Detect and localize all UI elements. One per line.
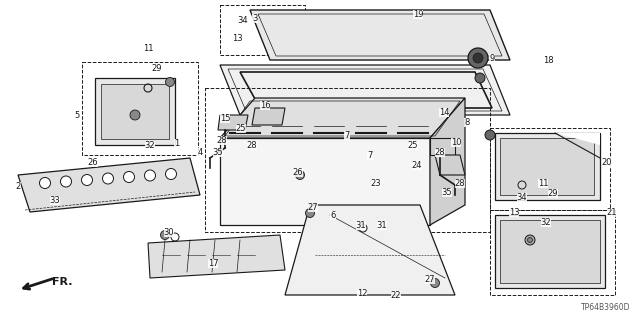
Circle shape [296, 171, 305, 180]
Text: 11: 11 [538, 179, 548, 188]
Polygon shape [220, 138, 430, 225]
Circle shape [468, 48, 488, 68]
Text: 2: 2 [15, 181, 20, 190]
Text: 28: 28 [454, 179, 465, 188]
Text: 17: 17 [208, 259, 218, 268]
Circle shape [61, 176, 72, 187]
Text: 20: 20 [602, 157, 612, 166]
Text: 35: 35 [212, 148, 223, 156]
Text: 18: 18 [543, 55, 554, 65]
Text: TP64B3960D: TP64B3960D [580, 303, 630, 312]
Polygon shape [95, 78, 175, 145]
Polygon shape [495, 133, 600, 200]
Text: 33: 33 [50, 196, 60, 204]
Text: 22: 22 [391, 291, 401, 300]
Text: 34: 34 [516, 193, 527, 202]
Text: 19: 19 [413, 10, 423, 19]
Text: FR.: FR. [52, 277, 72, 287]
Text: 28: 28 [435, 148, 445, 156]
Text: 32: 32 [541, 218, 551, 227]
Text: 30: 30 [164, 228, 174, 236]
Polygon shape [218, 115, 248, 130]
Polygon shape [555, 133, 600, 145]
Polygon shape [148, 235, 285, 278]
Text: 26: 26 [292, 167, 303, 177]
Text: 31: 31 [377, 220, 387, 229]
Circle shape [40, 178, 51, 188]
Text: 10: 10 [451, 138, 461, 147]
Text: 3: 3 [252, 13, 258, 22]
Circle shape [161, 230, 170, 239]
Circle shape [124, 172, 134, 182]
Text: 8: 8 [464, 117, 470, 126]
Text: 28: 28 [246, 140, 257, 149]
Text: 4: 4 [197, 148, 203, 156]
Circle shape [431, 278, 440, 287]
Polygon shape [285, 205, 455, 295]
Circle shape [475, 73, 485, 83]
Polygon shape [220, 5, 305, 55]
Circle shape [102, 173, 113, 184]
Text: 12: 12 [356, 289, 367, 298]
Polygon shape [252, 108, 285, 125]
Text: 5: 5 [74, 110, 79, 119]
Text: 29: 29 [548, 188, 558, 197]
Text: 25: 25 [236, 124, 246, 132]
Polygon shape [500, 138, 594, 195]
Polygon shape [250, 10, 510, 60]
Text: 35: 35 [442, 188, 452, 196]
Circle shape [485, 130, 495, 140]
Text: 1: 1 [174, 139, 180, 148]
Text: 24: 24 [412, 161, 422, 170]
Text: 16: 16 [260, 100, 270, 109]
Text: 9: 9 [490, 53, 495, 62]
Text: 15: 15 [220, 114, 230, 123]
Circle shape [130, 110, 140, 120]
Circle shape [473, 53, 483, 63]
Text: 25: 25 [408, 140, 419, 149]
Polygon shape [435, 155, 465, 175]
Text: 28: 28 [217, 135, 227, 145]
Circle shape [527, 237, 532, 243]
Polygon shape [18, 158, 200, 212]
Text: 21: 21 [607, 207, 617, 217]
Circle shape [166, 169, 177, 180]
Polygon shape [495, 215, 605, 288]
Circle shape [81, 174, 93, 186]
Circle shape [166, 77, 175, 86]
Circle shape [145, 170, 156, 181]
Text: 6: 6 [330, 211, 336, 220]
Text: 11: 11 [143, 44, 153, 52]
Text: 32: 32 [145, 140, 156, 149]
Text: 27: 27 [308, 203, 318, 212]
Polygon shape [220, 65, 510, 115]
Text: 7: 7 [344, 131, 349, 140]
Text: 27: 27 [425, 275, 435, 284]
Polygon shape [101, 84, 169, 139]
Text: 14: 14 [439, 108, 449, 116]
Circle shape [525, 235, 535, 245]
Text: 26: 26 [88, 157, 99, 166]
Polygon shape [500, 220, 600, 283]
Polygon shape [430, 98, 465, 225]
Text: 23: 23 [371, 179, 381, 188]
Text: 31: 31 [356, 220, 366, 229]
Polygon shape [220, 98, 465, 138]
Text: 34: 34 [237, 15, 248, 25]
Polygon shape [430, 138, 455, 155]
Text: 13: 13 [509, 207, 519, 217]
Text: 29: 29 [152, 63, 163, 73]
Text: 7: 7 [367, 150, 372, 159]
Circle shape [305, 209, 314, 218]
Text: 13: 13 [232, 34, 243, 43]
